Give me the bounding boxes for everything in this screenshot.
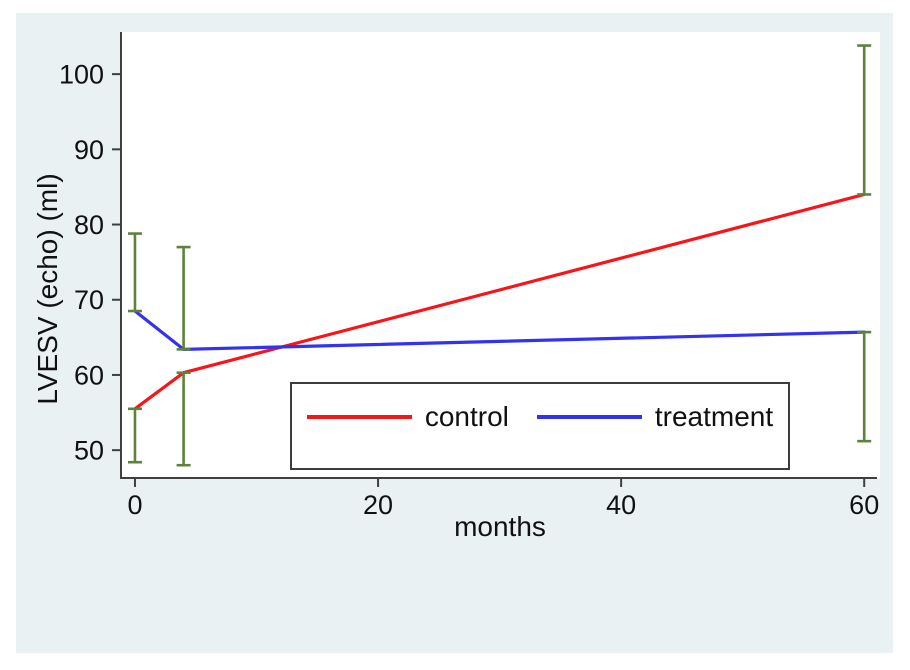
x-tick-label: 40 bbox=[606, 490, 636, 520]
legend-label-control: control bbox=[424, 401, 509, 432]
x-tick-label: 60 bbox=[849, 490, 879, 520]
error-bars bbox=[127, 44, 872, 467]
legend: control treatment bbox=[290, 382, 790, 470]
y-tick-label: 90 bbox=[74, 135, 104, 165]
y-tick-label: 50 bbox=[74, 436, 104, 466]
y-tick-label: 70 bbox=[74, 285, 104, 315]
y-axis-ticks: 50 60 70 80 90 100 bbox=[59, 60, 121, 466]
y-tick-label: 80 bbox=[74, 210, 104, 240]
legend-label-treatment: treatment bbox=[654, 401, 774, 432]
x-axis-title: months bbox=[454, 511, 546, 542]
y-tick-label: 100 bbox=[59, 60, 104, 90]
legend-entry-treatment: treatment bbox=[536, 401, 774, 433]
legend-entry-control: control bbox=[306, 401, 509, 433]
x-axis-ticks: 0 20 40 60 bbox=[127, 478, 879, 520]
treatment-line-swatch bbox=[536, 415, 642, 419]
y-tick-label: 60 bbox=[74, 360, 104, 390]
x-tick-label: 20 bbox=[363, 490, 393, 520]
y-axis-title: LVESV (echo) (ml) bbox=[32, 173, 63, 404]
x-tick-label: 0 bbox=[127, 490, 142, 520]
control-line-swatch bbox=[306, 415, 412, 419]
